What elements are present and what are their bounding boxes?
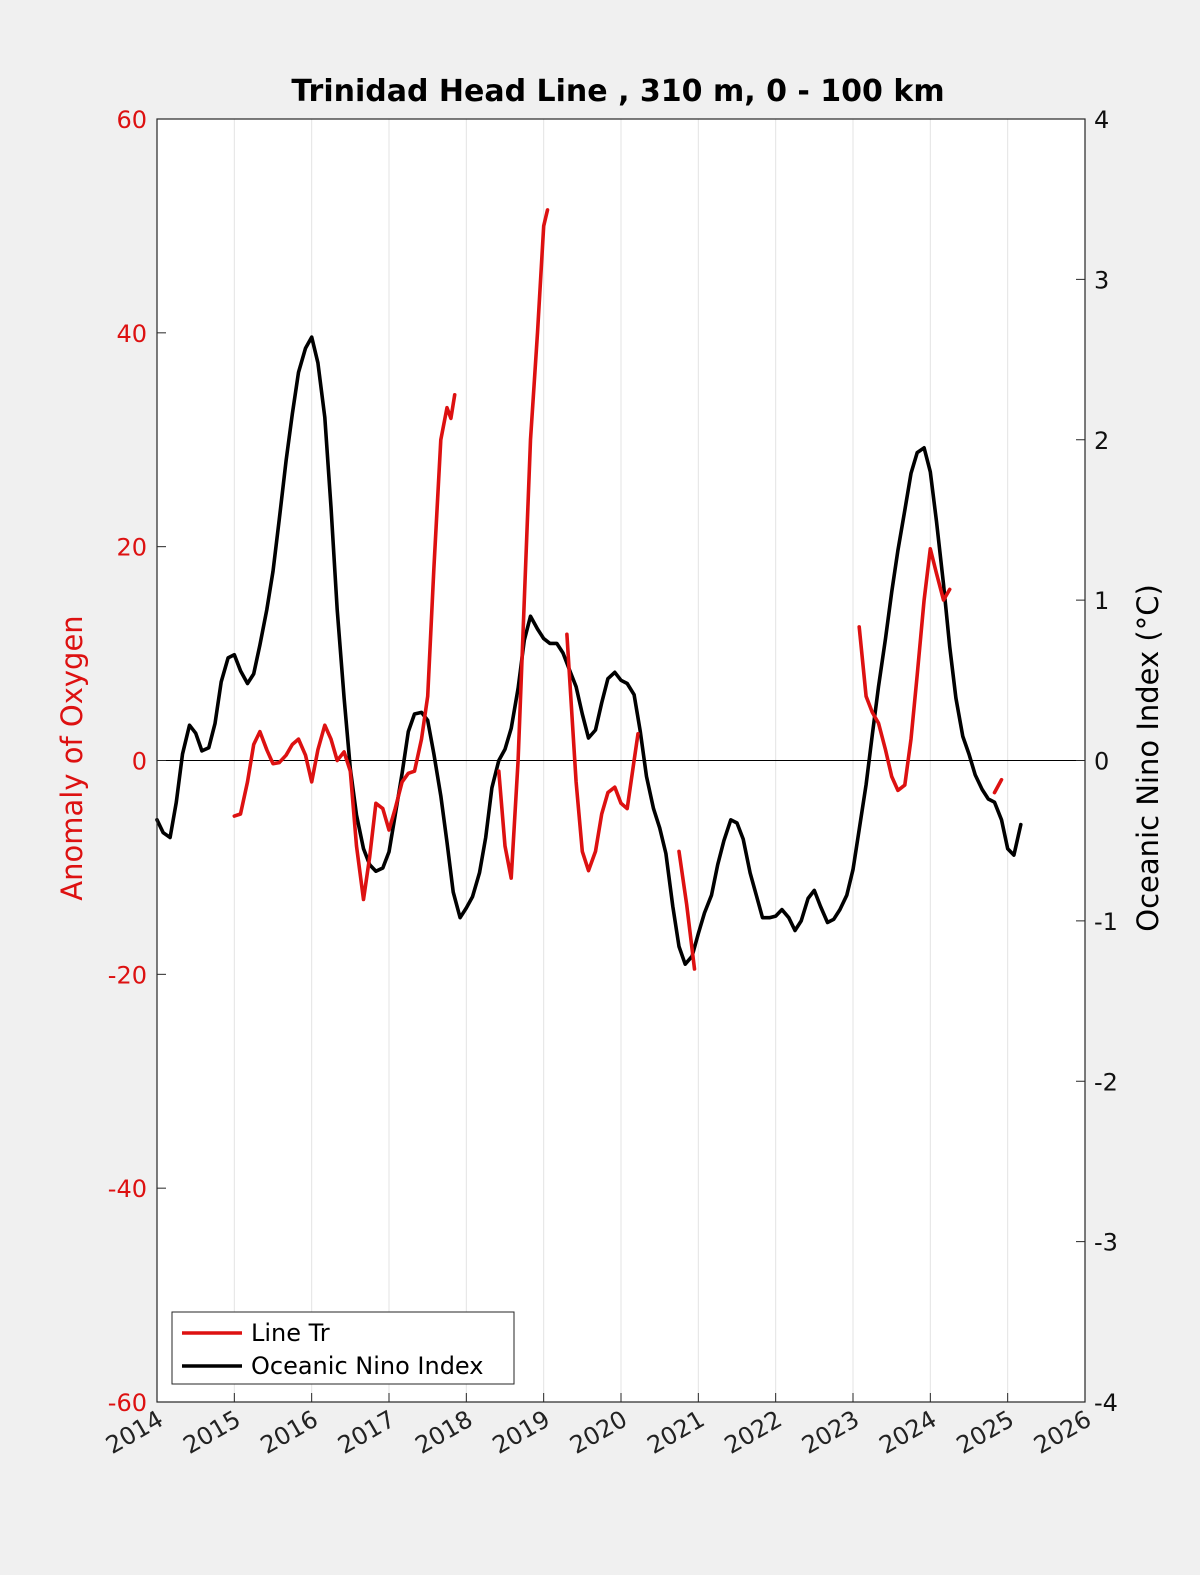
y-right-tick-label: 4: [1094, 106, 1109, 134]
oxygen-line-segment: [857, 547, 952, 793]
x-tick-label: 2017: [333, 1405, 400, 1460]
y-right-tick-label: -4: [1094, 1389, 1118, 1417]
y-right-tick-label: 3: [1094, 266, 1109, 294]
legend-box: [171, 1311, 515, 1385]
y-left-tick-label: 60: [116, 106, 147, 134]
y-right-tick-label: -3: [1094, 1229, 1118, 1257]
oxygen-line-segment: [565, 632, 640, 873]
legend-label-oni: Oceanic Nino Index: [251, 1352, 483, 1380]
oxygen-line-segment: [232, 393, 457, 902]
y-left-tick-label: 20: [116, 534, 147, 562]
axis-ticks: [156, 118, 1086, 1403]
x-tick-label: 2021: [642, 1405, 709, 1460]
x-tick-label: 2018: [410, 1405, 477, 1460]
x-tick-label: 2025: [952, 1405, 1019, 1460]
legend: Line Tr Oceanic Nino Index: [171, 1311, 515, 1385]
x-tick-label: 2019: [488, 1405, 555, 1460]
x-tick-label: 2024: [874, 1405, 941, 1460]
y-left-tick-label: -40: [108, 1175, 147, 1203]
y-right-tick-label: 2: [1094, 427, 1109, 455]
x-tick-label: 2026: [1029, 1405, 1096, 1460]
y-axis-left-label: Anomaly of Oxygen: [55, 615, 89, 900]
x-tick-label: 2023: [797, 1405, 864, 1460]
y-left-tick-label: 40: [116, 320, 147, 348]
x-tick-label: 2015: [178, 1405, 245, 1460]
y-left-tick-label: -20: [108, 961, 147, 989]
x-tick-label: 2022: [720, 1405, 787, 1460]
x-tick-label: 2020: [565, 1405, 632, 1460]
oxygen-line-segment: [992, 777, 1004, 795]
y-right-tick-label: -2: [1094, 1068, 1118, 1096]
y-axis-right-label: Oceanic Nino Index (°C): [1131, 584, 1165, 932]
y-right-tick-label: -1: [1094, 908, 1118, 936]
y-right-tick-label: 0: [1094, 748, 1109, 776]
oni-series: [155, 335, 1023, 966]
y-left-tick-label: 0: [132, 748, 147, 776]
oxygen-series: [232, 208, 1004, 971]
oxygen-line-segment: [677, 849, 697, 971]
legend-label-line-tr: Line Tr: [251, 1319, 330, 1347]
y-left-tick-label: -60: [108, 1389, 147, 1417]
y-right-tick-label: 1: [1094, 587, 1109, 615]
chart-title: Trinidad Head Line , 310 m, 0 - 100 km: [291, 74, 944, 109]
oxygen-line-segment: [497, 208, 550, 880]
oni-line-segment: [155, 335, 1023, 966]
x-tick-label: 2016: [256, 1405, 323, 1460]
